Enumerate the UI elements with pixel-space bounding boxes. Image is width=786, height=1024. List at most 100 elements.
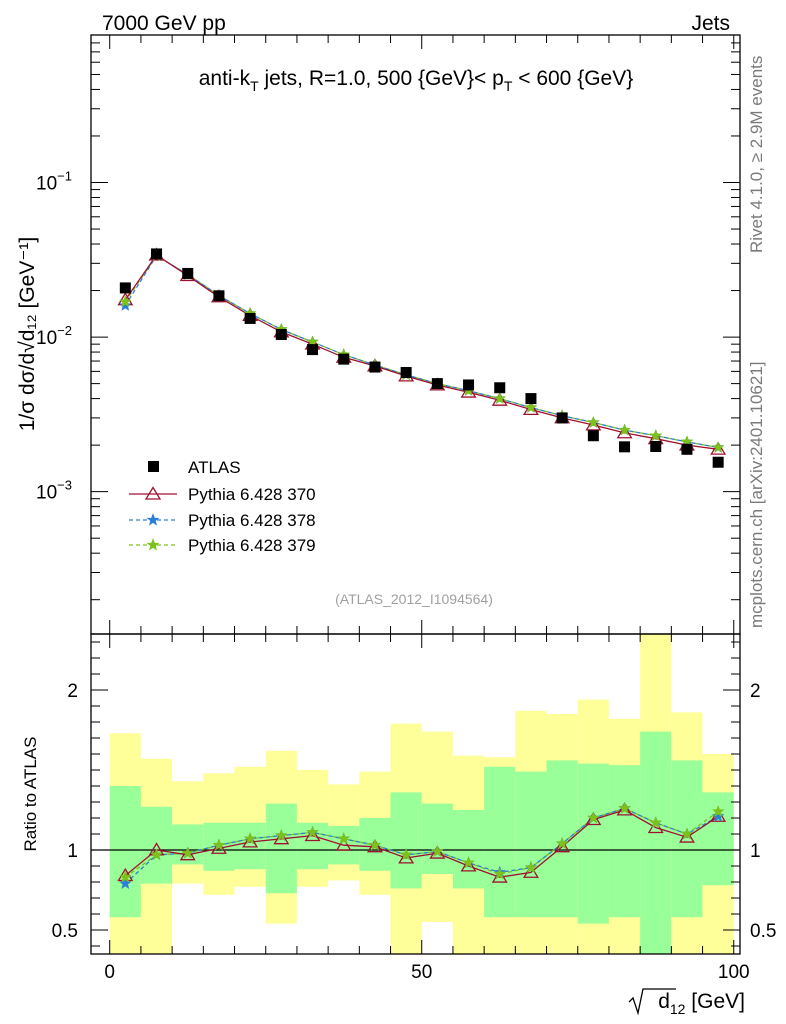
- main-title: anti-kT jets, R=1.0, 500 {GeV}< pT < 600…: [199, 67, 634, 94]
- ratio-marker-370: [179, 847, 196, 861]
- ratio-ytick-label-left: 1: [67, 841, 78, 862]
- ratio-marker-370: [429, 845, 446, 859]
- marker-379: [493, 391, 507, 405]
- marker-atlas: [182, 267, 194, 279]
- ratio-marker-378: [711, 809, 725, 822]
- ratio-frame: [90, 633, 741, 955]
- legend-entry-pythia-378: Pythia 6.428 378: [129, 511, 316, 530]
- band-inner-bin: [109, 786, 141, 918]
- ratio-marker-379: [399, 848, 413, 861]
- ratio-marker-379: [243, 832, 257, 845]
- band-inner-bin: [172, 824, 204, 865]
- marker-atlas: [619, 441, 631, 453]
- marker-atlas: [244, 312, 256, 324]
- main-ylabel: 1/σ dσ/d√d₁₂ [GeV⁻¹]: [16, 237, 39, 432]
- series-line-379: [124, 254, 719, 449]
- legend-entry-pythia-370: Pythia 6.428 370: [129, 485, 316, 504]
- ratio-marker-379: [649, 816, 663, 829]
- ratio-marker-379: [430, 844, 444, 858]
- band-inner-bin: [421, 803, 453, 874]
- ratio-marker-379: [618, 801, 631, 814]
- ratio-ytick-label-right: 1: [750, 841, 761, 862]
- ratio-marker-370: [398, 850, 415, 864]
- band-inner-bin: [265, 803, 297, 894]
- xlabel: d12 [GeV]: [628, 988, 745, 1017]
- ratio-marker-370: [460, 858, 477, 872]
- xtick-label: 100: [718, 962, 750, 983]
- ratio-marker-379: [586, 811, 600, 824]
- marker-atlas: [681, 443, 693, 455]
- marker-atlas: [525, 393, 537, 405]
- marker-370: [460, 384, 477, 398]
- ratio-marker-379: [524, 860, 538, 874]
- ratio-marker-378: [118, 876, 132, 890]
- ratio-marker-379: [555, 836, 569, 850]
- ratio-line-379: [124, 807, 719, 878]
- ratio-marker-370: [616, 802, 633, 816]
- ratio-marker-379: [368, 838, 382, 851]
- ratio-marker-370: [304, 827, 321, 842]
- ratio-marker-379: [680, 827, 694, 840]
- marker-370: [491, 392, 508, 406]
- svg-text:d12 [GeV]: d12 [GeV]: [658, 990, 745, 1017]
- ratio-marker-379: [306, 825, 319, 838]
- ratio-marker-370: [554, 839, 571, 853]
- ratio-ylabel: Ratio to ATLAS: [21, 737, 40, 852]
- ratio-ytick-label-right: 2: [750, 681, 761, 702]
- band-inner-bin: [452, 810, 485, 889]
- ratio-marker-370: [242, 834, 259, 848]
- xtick-label: 0: [104, 962, 115, 983]
- marker-379: [649, 428, 663, 442]
- marker-atlas: [213, 290, 225, 302]
- ratio-marker-379: [181, 846, 195, 859]
- marker-atlas: [556, 412, 568, 424]
- ratio-ytick-label-left: 0.5: [52, 921, 78, 942]
- band-inner-bin: [515, 771, 547, 918]
- marker-atlas: [119, 282, 131, 294]
- main-ytick-label: 10−1: [36, 169, 72, 195]
- ratio-marker-379: [150, 848, 163, 861]
- ratio-ytick-label-right: 0.5: [750, 921, 776, 942]
- header-left: 7000 GeV pp: [102, 12, 226, 35]
- ratio-ytick-label-left: 2: [67, 681, 78, 702]
- ratio-marker-370: [585, 811, 602, 826]
- ratio-marker-370: [273, 831, 290, 845]
- marker-atlas: [400, 367, 412, 379]
- marker-atlas: [712, 456, 724, 468]
- marker-379: [524, 400, 538, 413]
- band-inner-bin: [671, 760, 703, 918]
- marker-370: [710, 441, 727, 455]
- band-inner-bin: [577, 763, 609, 924]
- marker-379: [118, 295, 132, 308]
- ratio-uncertainty-bands: [109, 634, 734, 954]
- marker-atlas: [463, 379, 475, 391]
- ratio-marker-370: [678, 829, 695, 843]
- ratio-series: [117, 801, 727, 890]
- ratio-marker-370: [210, 840, 227, 854]
- ratio-marker-379: [711, 804, 725, 818]
- series-line-378: [124, 254, 719, 449]
- svg-text:ATLAS: ATLAS: [188, 458, 241, 477]
- band-inner-bin: [390, 792, 422, 889]
- analysis-id: (ATLAS_2012_I1094564): [335, 591, 493, 607]
- legend-entry-pythia-379: Pythia 6.428 379: [129, 536, 316, 555]
- ratio-marker-370: [366, 839, 383, 853]
- marker-atlas: [151, 248, 163, 260]
- ratio-line-378: [124, 807, 719, 885]
- marker-379: [618, 423, 631, 436]
- band-inner-bin: [234, 822, 266, 870]
- marker-370: [585, 417, 602, 431]
- series-line-370: [124, 254, 719, 450]
- marker-atlas: [431, 378, 443, 390]
- ratio-marker-379: [462, 856, 475, 869]
- side-mcplots: mcplots.cern.ch [arXiv:2401.10621]: [747, 362, 766, 628]
- ratio-marker-379: [274, 828, 288, 842]
- ratio-marker-379: [337, 832, 351, 845]
- ratio-marker-379: [212, 838, 226, 851]
- svg-text:Pythia 6.428 378: Pythia 6.428 378: [188, 511, 316, 530]
- marker-atlas: [650, 440, 662, 452]
- side-rivet: Rivet 4.1.0, ≥ 2.9M events: [747, 56, 766, 253]
- xtick-label: 50: [411, 962, 432, 983]
- main-axes: 10−1 10−2 10−3: [36, 34, 740, 634]
